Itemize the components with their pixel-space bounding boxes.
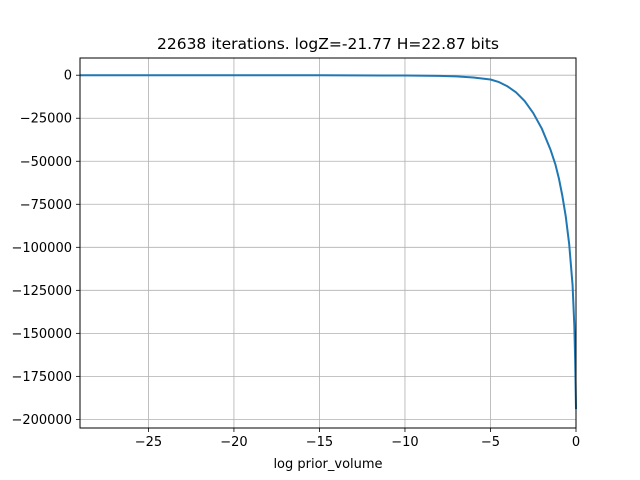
x-tick-label: −10 (391, 435, 418, 450)
x-tick-label: 0 (572, 435, 580, 450)
y-tick-label: −200000 (11, 413, 72, 428)
plot-frame (79, 57, 577, 429)
y-tick-label: −150000 (11, 327, 72, 342)
x-tick-label: −5 (481, 435, 500, 450)
x-tick-label: −15 (306, 435, 333, 450)
chart-title: 22638 iterations. logZ=-21.77 H=22.87 bi… (157, 35, 499, 53)
x-tick-label: −25 (135, 435, 162, 450)
x-axis-label: log prior_volume (273, 457, 382, 472)
x-tick-label: −20 (220, 435, 247, 450)
y-tick-label: −100000 (11, 241, 72, 256)
x-axis-ticks: −25 −20 −15 −10 −5 0 (135, 428, 580, 450)
series-layer (80, 74, 577, 410)
y-tick-label: −175000 (11, 370, 72, 385)
y-tick-label: 0 (64, 69, 72, 84)
y-axis-ticks: 0 −25000 −50000 −75000 −100000 −125000 −150000… (11, 69, 80, 428)
y-tick-label: −25000 (20, 112, 72, 127)
y-tick-label: −50000 (20, 155, 72, 170)
y-tick-label: −125000 (11, 284, 72, 299)
series-line-0 (80, 74, 577, 410)
y-tick-label: −75000 (20, 198, 72, 213)
